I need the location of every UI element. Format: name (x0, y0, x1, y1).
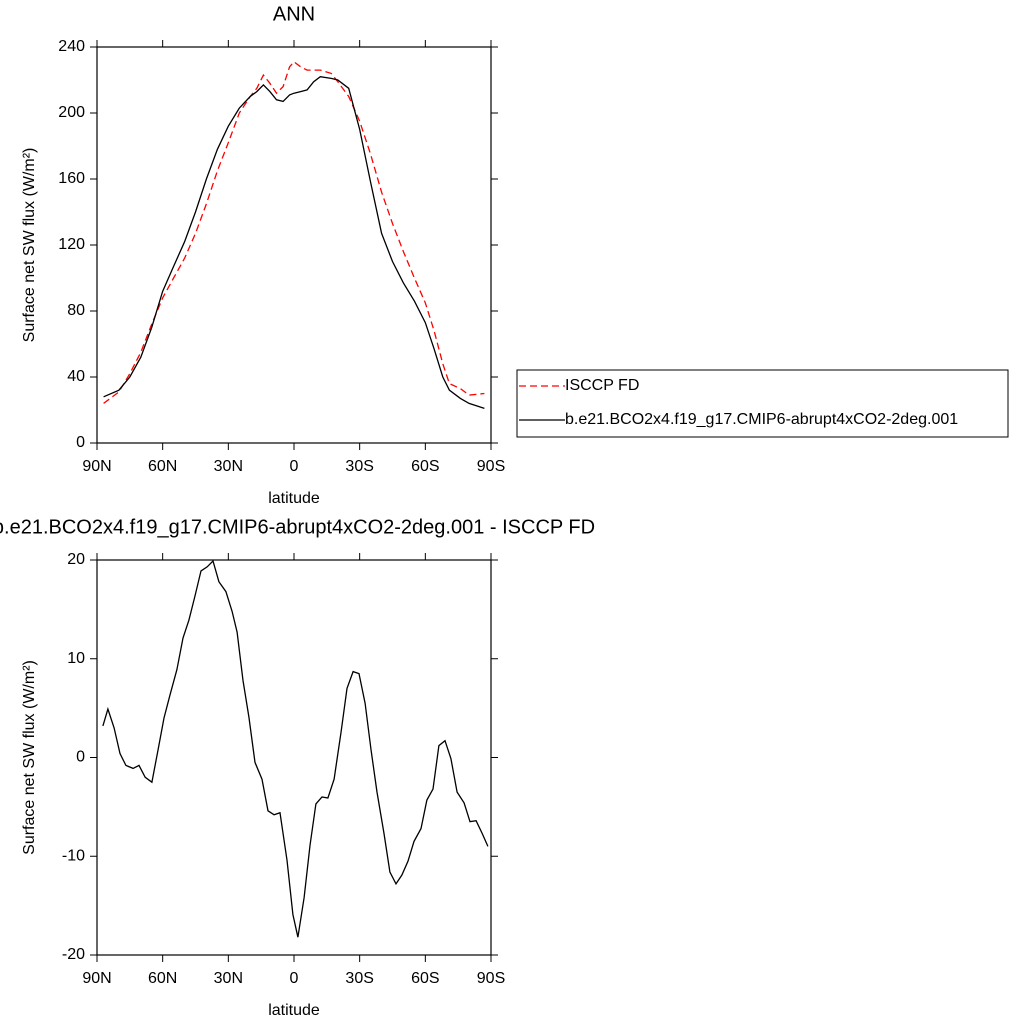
y-axis-label: Surface net SW flux (W/m²) (21, 148, 38, 343)
x-axis-label: latitude (268, 1002, 320, 1019)
y-tick-label: -20 (62, 946, 85, 963)
x-tick-label: 60S (411, 970, 439, 987)
x-tick-label: 90N (82, 970, 111, 987)
y-tick-label: 160 (58, 170, 85, 187)
legend-label: ISCCP FD (565, 377, 639, 394)
x-tick-label: 30N (214, 458, 243, 475)
y-tick-label: 240 (58, 38, 85, 55)
x-tick-label: 90S (477, 458, 505, 475)
legend-box (516, 369, 1009, 438)
y-tick-label: 20 (67, 551, 85, 568)
y-tick-label: 0 (76, 434, 85, 451)
x-tick-label: 0 (290, 458, 299, 475)
x-tick-label: 60N (148, 970, 177, 987)
x-tick-label: 60N (148, 458, 177, 475)
y-axis-label: Surface net SW flux (W/m²) (21, 660, 38, 855)
x-tick-label: 0 (290, 970, 299, 987)
x-tick-label: 30N (214, 970, 243, 987)
x-tick-label: 60S (411, 458, 439, 475)
data-line (102, 559, 489, 938)
legend-label: b.e21.BCO2x4.f19_g17.CMIP6-abrupt4xCO2-2… (565, 411, 958, 428)
x-tick-label: 90N (82, 458, 111, 475)
plot-frame (96, 46, 492, 444)
y-tick-label: 120 (58, 236, 85, 253)
data-line (103, 60, 485, 404)
data-line (103, 76, 485, 410)
y-tick-label: -10 (62, 847, 85, 864)
x-tick-label: 30S (345, 970, 373, 987)
x-axis-label: latitude (268, 490, 320, 507)
y-tick-label: 0 (76, 749, 85, 766)
chart-title: b.e21.BCO2x4.f19_g17.CMIP6-abrupt4xCO2-2… (0, 516, 595, 538)
y-tick-label: 200 (58, 104, 85, 121)
x-tick-label: 90S (477, 970, 505, 987)
y-tick-label: 40 (67, 368, 85, 385)
x-tick-label: 30S (345, 458, 373, 475)
chart-title: ANN (273, 3, 315, 25)
y-tick-label: 80 (67, 302, 85, 319)
y-tick-label: 10 (67, 650, 85, 667)
